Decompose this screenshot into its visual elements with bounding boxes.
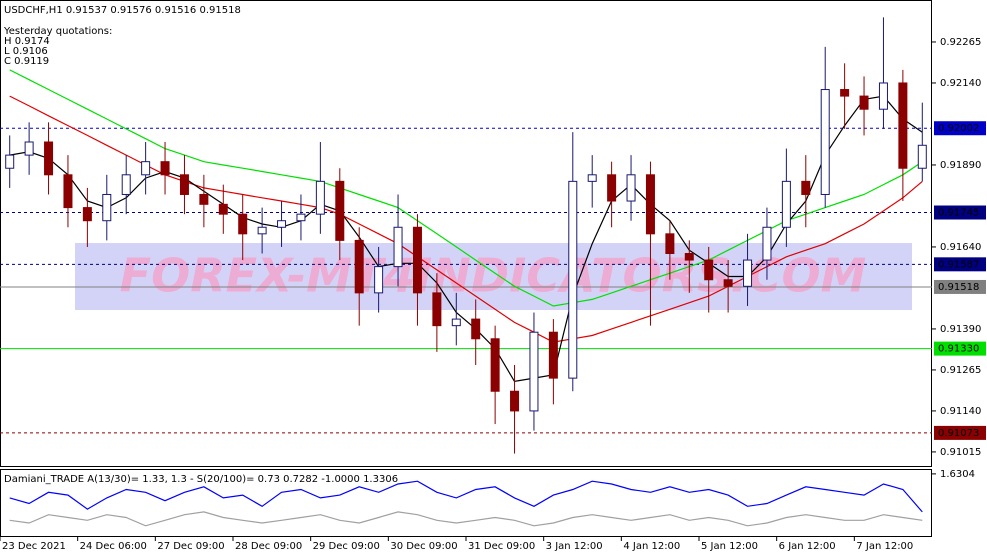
candle-body: [898, 82, 908, 169]
price-level-label: 0.91518: [938, 282, 979, 293]
candle-body: [44, 141, 54, 176]
price-level-label: 0.91330: [938, 344, 979, 355]
y-tick-label: 0.91015: [940, 447, 981, 458]
x-tick-label: 30 Dec 09:00: [390, 541, 457, 552]
candle-body: [354, 239, 364, 294]
y-tick-label: 0.92265: [940, 37, 981, 48]
candle-body: [645, 174, 655, 235]
candle-body: [277, 220, 287, 228]
candle-body: [374, 266, 384, 294]
y-tick-label: 0.91140: [940, 406, 981, 417]
x-tick-label: 27 Dec 09:00: [157, 541, 224, 552]
price-level-tag: [934, 341, 986, 356]
annotation: C 0.9119: [4, 56, 49, 67]
annotation: L 0.9106: [4, 46, 48, 57]
candle-body: [412, 226, 422, 294]
price-level-tag: [934, 425, 986, 440]
candle-body: [238, 213, 248, 235]
chart-title: USDCHF,H1 0.91537 0.91576 0.91516 0.9151…: [4, 5, 241, 16]
candle-body: [490, 338, 500, 392]
y-tick-label: 0.92140: [940, 78, 981, 89]
candle-body: [315, 180, 325, 215]
x-tick-label: 3 Jan 12:00: [546, 541, 603, 552]
candle-body: [432, 292, 442, 327]
candle-body: [393, 226, 403, 268]
candle-body: [568, 180, 578, 379]
x-tick-label: 24 Dec 06:00: [80, 541, 147, 552]
candle-body: [199, 193, 209, 205]
candle-body: [102, 193, 112, 222]
price-level-tag: [934, 279, 986, 294]
candle-body: [218, 203, 228, 215]
candle-body: [587, 174, 597, 182]
candle-body: [529, 331, 539, 412]
indicator-pane: [0, 469, 932, 537]
candle-body: [82, 207, 92, 222]
x-tick-label: 28 Dec 09:00: [235, 541, 302, 552]
price-level-label: 0.91745: [938, 208, 979, 219]
y-tick-label: 0.91890: [940, 160, 981, 171]
price-level-label: 0.91073: [938, 428, 979, 439]
x-tick-label: 5 Jan 12:00: [701, 541, 758, 552]
candle-body: [141, 161, 151, 176]
candle-body: [24, 141, 34, 156]
x-tick-label: 23 Dec 2021: [2, 541, 66, 552]
candle-body: [179, 174, 189, 195]
candle-body: [781, 180, 791, 228]
candle-body: [510, 390, 520, 412]
candle-body: [121, 174, 131, 195]
candle-body: [704, 259, 714, 281]
x-tick-label: 4 Jan 12:00: [623, 541, 680, 552]
price-level-label: 0.92002: [938, 123, 979, 134]
candle-body: [820, 89, 830, 195]
candle-body: [684, 253, 694, 261]
price-level-tag: [934, 205, 986, 220]
y-tick-label: 0.91390: [940, 324, 981, 335]
y-tick-label: 1.6304: [940, 469, 975, 480]
candle-body: [859, 95, 869, 110]
price-level-tag: [934, 121, 986, 136]
candle-body: [160, 161, 170, 176]
candle-body: [471, 318, 481, 340]
indicator-line: [9, 480, 923, 513]
annotation: Yesterday quotations:: [3, 26, 112, 37]
y-tick-label: 0.91640: [940, 242, 981, 253]
y-tick-label: 0.91265: [940, 365, 981, 376]
price-level-label: 0.91587: [938, 259, 979, 270]
x-tick-label: 7 Jan 12:00: [856, 541, 913, 552]
watermark: FOREX-MT4INDICATORS.COM: [120, 249, 867, 303]
candle-body: [626, 174, 636, 202]
candle-body: [723, 279, 733, 287]
candle-body: [762, 226, 772, 261]
x-tick-label: 6 Jan 12:00: [779, 541, 836, 552]
candle-body: [63, 174, 73, 209]
candle-body: [548, 331, 558, 379]
candle-body: [257, 226, 267, 235]
candle-body: [743, 259, 753, 287]
candle-body: [878, 82, 888, 110]
watermark-band: [75, 243, 912, 310]
price-level-tag: [934, 257, 986, 272]
candle-body: [607, 174, 617, 202]
candle-body: [665, 233, 675, 255]
candle-body: [917, 144, 927, 169]
candle-body: [335, 180, 345, 241]
candle-body: [801, 180, 811, 195]
x-tick-label: 31 Dec 09:00: [468, 541, 535, 552]
candle-body: [296, 213, 306, 222]
indicator-title: Damiani_TRADE A(13/30)= 1.33, 1.3 - S(20…: [4, 474, 398, 485]
annotation: H 0.9174: [4, 36, 50, 47]
main-pane: [0, 0, 932, 467]
candle-body: [451, 318, 461, 327]
indicator-line: [9, 511, 923, 527]
x-tick-label: 29 Dec 09:00: [313, 541, 380, 552]
candle-body: [5, 154, 15, 169]
candle-body: [840, 89, 850, 97]
